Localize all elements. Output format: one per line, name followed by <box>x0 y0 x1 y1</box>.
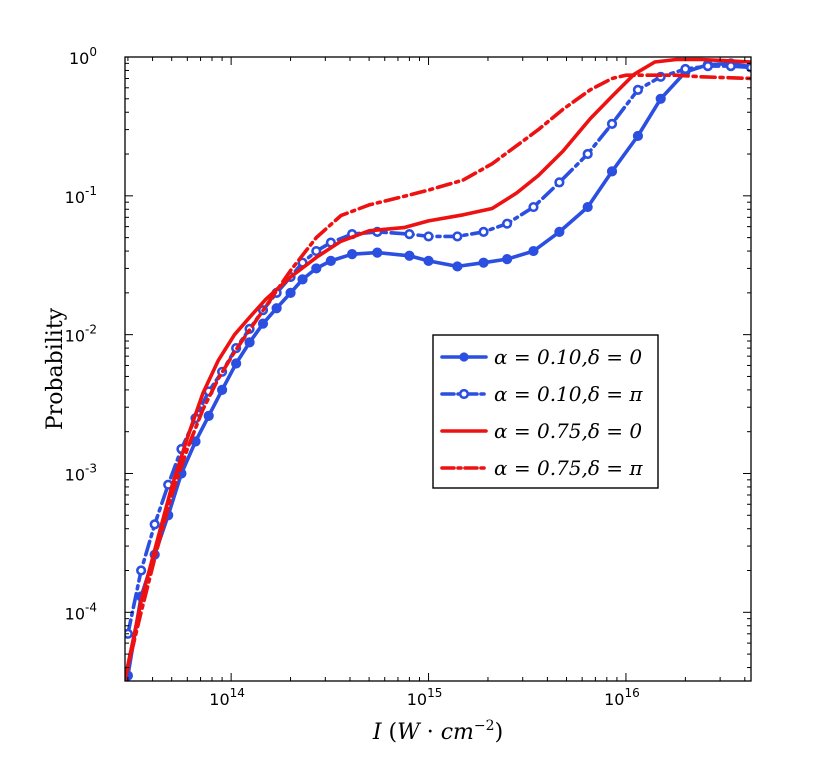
data-point <box>680 63 691 75</box>
legend-entry: α = 0.10,δ = 0 <box>440 345 642 369</box>
data-point <box>231 358 242 369</box>
data-point <box>423 255 434 266</box>
data-point <box>582 201 593 213</box>
data-point <box>725 60 736 72</box>
data-point <box>606 118 618 129</box>
data-point <box>372 247 383 258</box>
y-tick-label: 100 <box>69 45 97 68</box>
data-point <box>528 201 539 213</box>
data-point <box>325 255 336 266</box>
series-line <box>125 57 751 681</box>
data-point <box>244 337 255 348</box>
y-axis-title: Probability <box>43 307 68 430</box>
data-point <box>606 166 618 177</box>
data-point <box>632 84 644 95</box>
legend-entry: α = 0.75,δ = π <box>440 456 643 480</box>
legend: α = 0.10,δ = 0 α = 0.10,δ = π α = 0.75,δ =… <box>432 334 659 489</box>
series-4 <box>125 73 751 681</box>
legend-label: α = 0.10,δ = π <box>494 382 643 406</box>
data-point <box>632 130 644 142</box>
legend-label: α = 0.10,δ = 0 <box>494 345 642 369</box>
y-tick-label: 10-2 <box>65 323 97 346</box>
series-3 <box>125 57 751 681</box>
data-point <box>655 93 666 104</box>
x-tick-label: 1016 <box>604 686 640 709</box>
series-line <box>125 73 751 681</box>
data-point <box>478 226 489 237</box>
series-layer <box>125 57 751 681</box>
data-point <box>423 231 434 242</box>
legend-box <box>432 334 659 489</box>
data-point <box>404 250 415 261</box>
data-point <box>311 245 322 257</box>
data-point <box>554 226 565 237</box>
data-point <box>311 263 322 274</box>
data-point <box>346 249 358 260</box>
data-point <box>136 565 147 576</box>
data-point <box>257 318 269 329</box>
legend-marker <box>458 388 470 400</box>
legend-marker <box>459 352 469 362</box>
legend-label: α = 0.75,δ = 0 <box>494 419 642 443</box>
data-point <box>452 231 463 242</box>
data-point <box>702 60 713 72</box>
data-point <box>149 519 160 530</box>
plot-frame <box>124 56 752 682</box>
data-point <box>745 62 751 73</box>
data-point <box>478 257 489 268</box>
data-point <box>528 245 539 257</box>
data-point <box>285 287 296 298</box>
legend-label: α = 0.75,δ = π <box>494 456 643 480</box>
ticks-layer: 1014 1015 1016 10-4 10-3 10-2 10-1 100 <box>65 45 751 709</box>
legend-entry: α = 0.75,δ = 0 <box>440 419 642 443</box>
x-tick-label: 1014 <box>209 686 245 709</box>
legend-entry: α = 0.10,δ = π <box>440 382 643 406</box>
data-point <box>203 410 214 421</box>
x-tick-label: 1015 <box>407 686 443 709</box>
data-point <box>216 384 228 395</box>
data-point <box>452 261 463 272</box>
x-axis-title: I (W · cm−2) <box>372 718 503 745</box>
data-point <box>501 218 513 229</box>
data-point <box>501 254 513 265</box>
y-tick-label: 10-4 <box>65 600 97 623</box>
data-point <box>297 274 308 285</box>
data-point <box>554 177 565 188</box>
data-point <box>582 148 593 160</box>
y-tick-label: 10-3 <box>65 461 97 484</box>
y-tick-label: 10-1 <box>65 184 97 207</box>
data-point <box>404 229 415 240</box>
data-point <box>271 303 282 314</box>
